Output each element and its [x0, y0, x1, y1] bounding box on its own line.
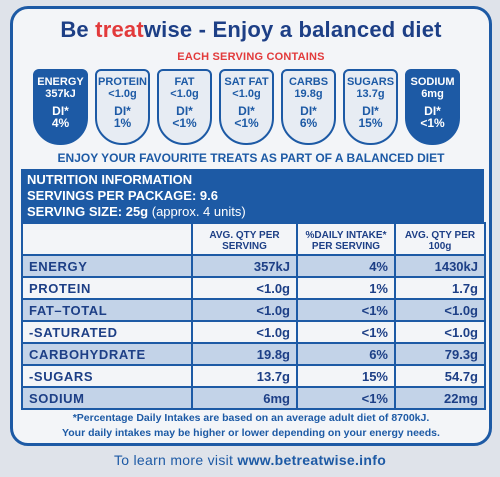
- badge-fat: FAT <1.0g DI* <1%: [157, 69, 212, 145]
- learn-more-line: To learn more visit www.betreatwise.info: [0, 452, 500, 468]
- table-row: -SATURATED <1.0g <1% <1.0g: [21, 320, 486, 344]
- badge-sodium: SODIUM 6mg DI* <1%: [405, 69, 460, 145]
- cell: 6mg: [191, 386, 298, 410]
- cell: 19.8g: [191, 342, 298, 366]
- learn-more-prefix: To learn more visit: [113, 452, 238, 468]
- badge-percent: <1%: [234, 116, 259, 130]
- cell: 1.7g: [394, 276, 486, 300]
- badge-amount: 13.7g: [356, 88, 385, 100]
- cell: 1430kJ: [394, 254, 486, 278]
- badge-name: SODIUM: [410, 76, 455, 88]
- serving-size-note: (approx. 4 units): [148, 204, 246, 219]
- badge-di: DI*: [176, 104, 193, 118]
- row-label: CARBOHYDRATE: [21, 342, 193, 366]
- badge-name: PROTEIN: [98, 76, 147, 88]
- row-label: -SUGARS: [21, 364, 193, 388]
- badge-energy: ENERGY 357kJ DI* 4%: [33, 69, 88, 145]
- badge-name: ENERGY: [37, 76, 84, 88]
- cell: 6%: [296, 342, 396, 366]
- badge-amount: 6mg: [421, 88, 444, 100]
- footnote-line: *Percentage Daily Intakes are based on a…: [72, 412, 430, 424]
- footnote: *Percentage Daily Intakes are based on a…: [23, 411, 479, 441]
- badge-carbs: CARBS 19.8g DI* 6%: [281, 69, 336, 145]
- badge-name: CARBS: [288, 76, 329, 88]
- each-serving-heading: EACH SERVING CONTAINS: [177, 51, 325, 63]
- cell: <1%: [296, 386, 396, 410]
- enjoy-message: ENJOY YOUR FAVOURITE TREATS AS PART OF A…: [57, 151, 445, 165]
- badge-name: SUGARS: [346, 76, 395, 88]
- cell: <1.0g: [191, 320, 298, 344]
- row-label: FAT–TOTAL: [21, 298, 193, 322]
- badge-di: DI*: [52, 104, 69, 118]
- cell: 54.7g: [394, 364, 486, 388]
- badge-amount: 19.8g: [294, 88, 323, 100]
- table-row: CARBOHYDRATE 19.8g 6% 79.3g: [21, 342, 486, 366]
- table-row: ENERGY 357kJ 4% 1430kJ: [21, 254, 486, 278]
- cell: 1%: [296, 276, 396, 300]
- badge-row: ENERGY 357kJ DI* 4% PROTEIN <1.0g DI* 1%…: [33, 69, 477, 147]
- table-row: PROTEIN <1.0g 1% 1.7g: [21, 276, 486, 300]
- tagline-rest: wise - Enjoy a balanced diet: [143, 17, 442, 42]
- row-label: SODIUM: [21, 386, 193, 410]
- serving-size-value: SERVING SIZE: 25g: [27, 204, 149, 219]
- badge-di: DI*: [114, 104, 131, 118]
- servings-per-package: SERVINGS PER PACKAGE: 9.6: [27, 188, 218, 203]
- column-header: %DAILY INTAKE* PER SERVING: [296, 222, 396, 256]
- badge-protein: PROTEIN <1.0g DI* 1%: [95, 69, 150, 145]
- cell: <1.0g: [394, 320, 486, 344]
- cell: 4%: [296, 254, 396, 278]
- badge-amount: 357kJ: [45, 88, 76, 100]
- badge-di: DI*: [424, 104, 441, 118]
- badge-percent: 4%: [51, 116, 70, 130]
- badge-di: DI*: [362, 104, 379, 118]
- cell: 79.3g: [394, 342, 486, 366]
- table-row: SODIUM 6mg <1% 22mg: [21, 386, 486, 410]
- badge-percent: 6%: [299, 116, 318, 130]
- badge-di: DI*: [300, 104, 317, 118]
- column-header: AVG. QTY PER SERVING: [191, 222, 298, 256]
- cell: <1.0g: [394, 298, 486, 322]
- cell: 13.7g: [191, 364, 298, 388]
- badge-sugars: SUGARS 13.7g DI* 15%: [343, 69, 398, 145]
- cell: <1.0g: [191, 276, 298, 300]
- cell: <1%: [296, 320, 396, 344]
- badge-percent: <1%: [420, 116, 445, 130]
- footnote-line: Your daily intakes may be higher or lowe…: [62, 427, 440, 439]
- badge-name: FAT: [174, 76, 195, 88]
- badge-di: DI*: [238, 104, 255, 118]
- cell: <1%: [296, 298, 396, 322]
- row-label: ENERGY: [21, 254, 193, 278]
- column-header: AVG. QTY PER 100g: [394, 222, 486, 256]
- badge-name: SAT FAT: [224, 76, 269, 88]
- tagline-be: Be: [60, 17, 96, 42]
- tagline-treat: treat: [95, 17, 144, 42]
- nutrition-title: NUTRITION INFORMATION: [27, 172, 193, 187]
- badge-percent: 15%: [358, 116, 383, 130]
- cell: 22mg: [394, 386, 486, 410]
- row-label: PROTEIN: [21, 276, 193, 300]
- serving-size: SERVING SIZE: 25g (approx. 4 units): [27, 204, 478, 220]
- badge-amount: <1.0g: [108, 88, 137, 100]
- badge-sat-fat: SAT FAT <1.0g DI* <1%: [219, 69, 274, 145]
- badge-amount: <1.0g: [170, 88, 199, 100]
- cell: <1.0g: [191, 298, 298, 322]
- table-row: -SUGARS 13.7g 15% 54.7g: [21, 364, 486, 388]
- badge-percent: <1%: [172, 116, 197, 130]
- nutrition-information: NUTRITION INFORMATION SERVINGS PER PACKA…: [21, 169, 486, 410]
- column-header: [21, 222, 193, 256]
- cell: 357kJ: [191, 254, 298, 278]
- nutrition-table: AVG. QTY PER SERVING %DAILY INTAKE* PER …: [21, 222, 486, 410]
- nutrition-label-panel: Be treatwise - Enjoy a balanced diet EAC…: [10, 6, 492, 446]
- cell: 15%: [296, 364, 396, 388]
- nutrition-header: NUTRITION INFORMATION SERVINGS PER PACKA…: [21, 169, 484, 222]
- website-url: www.betreatwise.info: [237, 452, 387, 468]
- table-row: FAT–TOTAL <1.0g <1% <1.0g: [21, 298, 486, 322]
- badge-percent: 1%: [113, 116, 132, 130]
- table-header-row: AVG. QTY PER SERVING %DAILY INTAKE* PER …: [21, 222, 486, 256]
- badge-amount: <1.0g: [232, 88, 261, 100]
- row-label: -SATURATED: [21, 320, 193, 344]
- tagline: Be treatwise - Enjoy a balanced diet: [21, 17, 481, 47]
